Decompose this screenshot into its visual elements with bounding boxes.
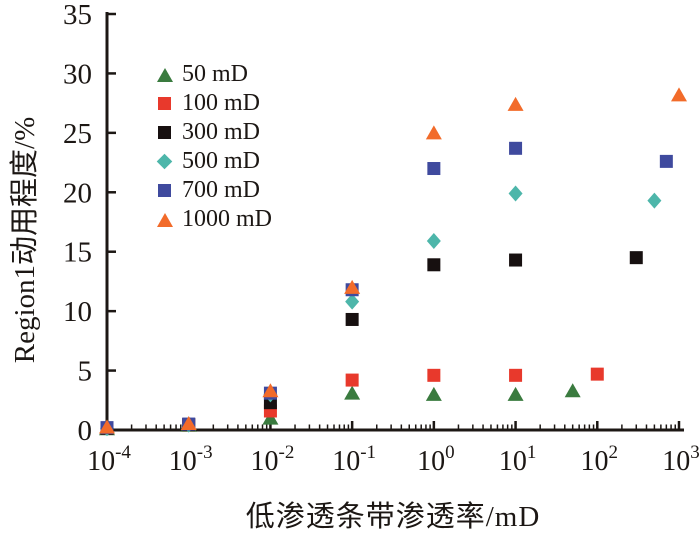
square-marker-icon: [156, 95, 173, 112]
legend-item-300-mD: 300 mD: [156, 118, 272, 147]
data-point: [509, 368, 523, 382]
data-point: [509, 141, 523, 155]
data-point: [629, 251, 643, 265]
data-point: [426, 233, 441, 250]
x-tick-label: 100: [417, 442, 455, 477]
y-tick-label: 0: [78, 415, 93, 447]
data-point: [427, 162, 441, 176]
x-tick-label: 102: [581, 442, 619, 477]
y-tick-label: 30: [63, 58, 92, 90]
legend-item-1000-mD: 1000 mD: [156, 205, 272, 234]
data-point: [425, 125, 442, 140]
data-point: [262, 410, 279, 425]
data-point: [508, 185, 523, 202]
data-point: [180, 415, 197, 430]
square-marker-icon: [156, 124, 173, 141]
legend-label: 50 mD: [182, 60, 248, 87]
triangle-marker-icon: [156, 66, 173, 83]
square-marker-icon: [156, 182, 173, 199]
data-point: [345, 373, 359, 387]
data-point: [99, 419, 115, 434]
data-point: [509, 253, 523, 267]
legend-label: 1000 mD: [182, 205, 272, 232]
data-point: [344, 279, 361, 294]
legend-label: 500 mD: [182, 147, 260, 174]
data-point: [345, 312, 359, 326]
legend-item-100-mD: 100 mD: [156, 89, 272, 118]
x-tick-label: 10-2: [251, 442, 295, 477]
triangle-marker-icon: [156, 211, 173, 228]
diamond-marker-icon: [156, 153, 173, 170]
x-tick-label: 10-3: [169, 442, 213, 477]
data-point: [427, 258, 441, 272]
x-axis-title: 低渗透条带渗透率/mD: [245, 501, 541, 533]
data-point: [345, 293, 360, 310]
legend-label: 300 mD: [182, 118, 260, 145]
data-point: [425, 386, 442, 401]
y-tick-label: 20: [63, 177, 92, 209]
y-tick-label: 10: [63, 296, 92, 328]
data-point: [507, 386, 524, 401]
x-tick-label: 103: [662, 442, 700, 477]
legend-item-700-mD: 700 mD: [156, 176, 272, 205]
legend-item-50-mD: 50 mD: [156, 60, 272, 89]
y-tick-label: 35: [63, 0, 92, 31]
data-point: [427, 368, 441, 382]
data-point: [262, 383, 279, 398]
legend: 50 mD 100 mD 300 mD 500 mD 700 mD 1000 mD: [156, 60, 272, 234]
data-point: [590, 367, 604, 381]
legend-item-500-mD: 500 mD: [156, 147, 272, 176]
data-point: [659, 154, 673, 168]
data-point: [647, 192, 662, 209]
data-point: [671, 87, 687, 102]
legend-label: 700 mD: [182, 176, 260, 203]
data-point: [564, 383, 581, 398]
x-tick-label: 101: [499, 442, 537, 477]
legend-label: 100 mD: [182, 89, 260, 116]
data-point: [507, 96, 524, 111]
x-tick-label: 10-1: [332, 442, 376, 477]
y-tick-label: 5: [78, 356, 93, 388]
y-tick-label: 25: [63, 118, 92, 150]
y-axis-title: Region1动用程度/%: [9, 116, 41, 364]
data-point: [344, 385, 361, 400]
x-tick-label: 10-4: [87, 442, 131, 477]
y-tick-label: 15: [63, 237, 92, 269]
